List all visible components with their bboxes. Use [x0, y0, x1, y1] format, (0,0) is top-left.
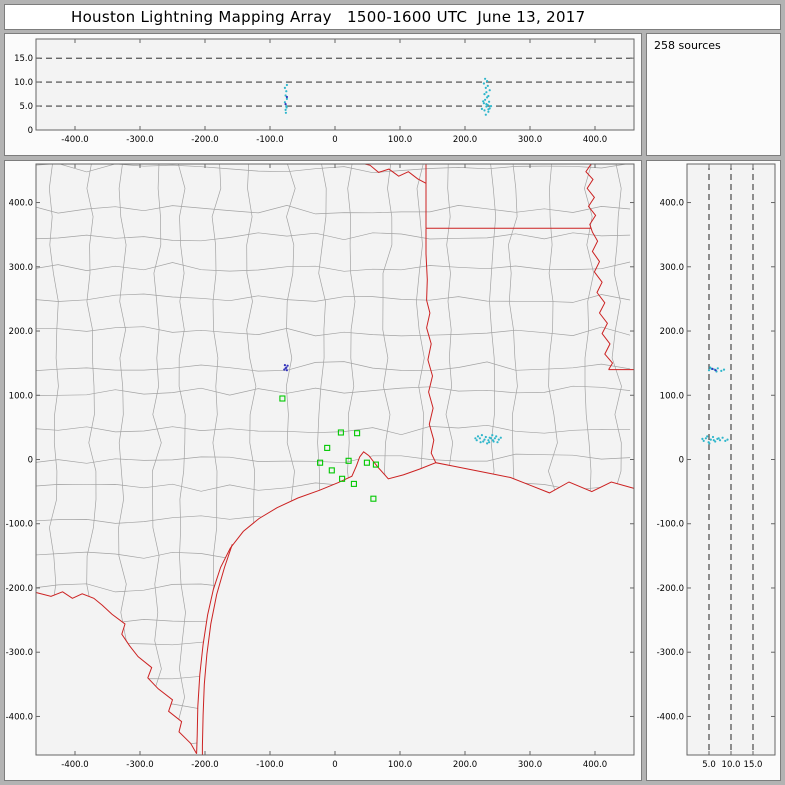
- lma-station-marker: [372, 461, 379, 468]
- lma-station-marker: [350, 480, 357, 487]
- source-count-label: 258 sources: [654, 39, 721, 52]
- svg-text:-400.0: -400.0: [61, 760, 88, 770]
- svg-text:100.0: 100.0: [388, 760, 412, 770]
- sources-north-cluster: [707, 366, 726, 373]
- svg-text:5.0: 5.0: [19, 102, 33, 112]
- sources-east-cluster: [474, 434, 502, 445]
- altitude-ns-plot[interactable]: 5.0 10.0 15.0 400.0 300.0 200.0 100.0 0 -100.0 -2…: [647, 161, 780, 780]
- svg-text:10.0: 10.0: [722, 760, 741, 770]
- svg-text:10.0: 10.0: [14, 78, 33, 88]
- svg-text:0: 0: [332, 760, 337, 770]
- svg-text:-100.0: -100.0: [657, 520, 684, 530]
- svg-text:200.0: 200.0: [453, 135, 477, 145]
- svg-text:200.0: 200.0: [9, 327, 33, 337]
- altitude-ew-panel: -400.0 -300.0 -200.0 -100.0 0 100.0 200.0 300.0…: [4, 33, 642, 156]
- svg-text:400.0: 400.0: [583, 760, 607, 770]
- svg-text:400.0: 400.0: [583, 135, 607, 145]
- svg-text:-200.0: -200.0: [191, 760, 218, 770]
- svg-text:-400.0: -400.0: [61, 135, 88, 145]
- svg-text:200.0: 200.0: [453, 760, 477, 770]
- lma-station-marker: [337, 429, 344, 436]
- svg-text:400.0: 400.0: [660, 199, 684, 209]
- svg-text:200.0: 200.0: [660, 327, 684, 337]
- title-bar: Houston Lightning Mapping Array 1500-160…: [4, 4, 781, 30]
- svg-text:0: 0: [28, 126, 33, 136]
- plan-view-map-plot[interactable]: -400.0 -300.0 -200.0 -100.0 0 100.0 200.0 300.0…: [5, 161, 641, 780]
- svg-text:400.0: 400.0: [9, 199, 33, 209]
- border-rio-grande: [35, 591, 198, 754]
- sources-navy: [711, 367, 717, 372]
- lma-station-marker: [354, 430, 361, 437]
- svg-text:100.0: 100.0: [388, 135, 412, 145]
- svg-text:-200.0: -200.0: [657, 584, 684, 594]
- svg-text:300.0: 300.0: [518, 135, 542, 145]
- lma-station-marker: [363, 459, 370, 466]
- lma-station-marker: [339, 475, 346, 482]
- sources-central-cluster: [701, 435, 729, 445]
- state-borders: [35, 163, 635, 755]
- border-gulf-coast: [196, 451, 635, 754]
- svg-text:100.0: 100.0: [660, 391, 684, 401]
- altitude-ns-panel: 5.0 10.0 15.0 400.0 300.0 200.0 100.0 0 -100.0 -2…: [646, 160, 781, 781]
- svg-text:300.0: 300.0: [9, 263, 33, 273]
- svg-text:0: 0: [28, 456, 33, 466]
- lma-station-marker: [328, 467, 335, 474]
- svg-text:-400.0: -400.0: [657, 712, 684, 722]
- svg-text:15.0: 15.0: [14, 54, 33, 64]
- border-barrier-island: [201, 544, 233, 755]
- svg-text:-200.0: -200.0: [191, 135, 218, 145]
- lma-station-marker: [279, 395, 286, 402]
- sources-east-cluster: [480, 77, 493, 116]
- svg-text:-300.0: -300.0: [126, 135, 153, 145]
- sources-west-cluster: [283, 83, 288, 114]
- svg-text:15.0: 15.0: [744, 760, 763, 770]
- svg-text:-300.0: -300.0: [6, 648, 33, 658]
- svg-text:-300.0: -300.0: [657, 648, 684, 658]
- lma-stations: [279, 395, 379, 502]
- svg-text:-100.0: -100.0: [256, 760, 283, 770]
- svg-text:0: 0: [679, 456, 684, 466]
- page-title: Houston Lightning Mapping Array 1500-160…: [71, 8, 586, 26]
- plan-view-map-panel: -400.0 -300.0 -200.0 -100.0 0 100.0 200.0 300.0…: [4, 160, 642, 781]
- svg-text:-200.0: -200.0: [6, 584, 33, 594]
- svg-text:-100.0: -100.0: [6, 520, 33, 530]
- svg-text:0: 0: [332, 135, 337, 145]
- border-mississippi-river: [585, 163, 614, 370]
- border-red-river: [364, 163, 427, 184]
- border-texas-louisiana: [425, 228, 437, 463]
- sources-navy: [284, 95, 288, 106]
- svg-text:-400.0: -400.0: [6, 712, 33, 722]
- lma-station-marker: [317, 459, 324, 466]
- altitude-ew-plot[interactable]: -400.0 -300.0 -200.0 -100.0 0 100.0 200.0 300.0…: [5, 34, 641, 155]
- lma-station-marker: [345, 457, 352, 464]
- source-count-panel: 258 sources: [646, 33, 781, 156]
- svg-text:300.0: 300.0: [518, 760, 542, 770]
- lma-station-marker: [324, 444, 331, 451]
- svg-text:-300.0: -300.0: [126, 760, 153, 770]
- svg-text:-100.0: -100.0: [256, 135, 283, 145]
- svg-text:100.0: 100.0: [9, 391, 33, 401]
- svg-text:300.0: 300.0: [660, 263, 684, 273]
- svg-text:5.0: 5.0: [702, 760, 716, 770]
- sources-north-cluster: [283, 364, 289, 372]
- lma-station-marker: [370, 495, 377, 502]
